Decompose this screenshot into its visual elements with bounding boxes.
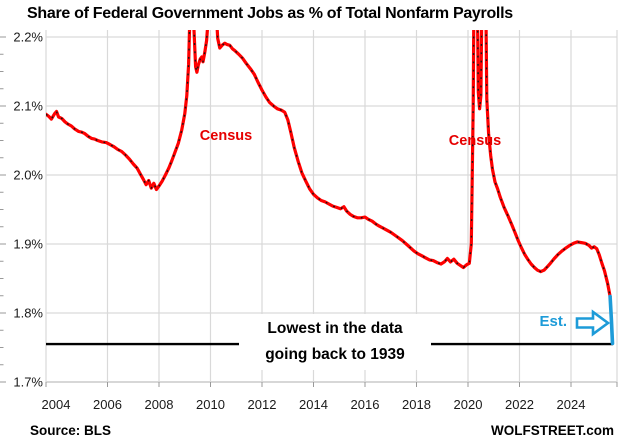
series-group	[46, 30, 615, 346]
x-tick-label: 2014	[299, 397, 328, 412]
source-label: Source: BLS	[30, 423, 112, 438]
estimate-right-arrow-icon	[575, 309, 611, 337]
brand-label: WOLFSTREET.com	[490, 423, 614, 438]
x-tick-label: 2024	[557, 397, 586, 412]
x-tick-label: 2016	[351, 397, 380, 412]
x-tick-label: 2022	[505, 397, 534, 412]
record-low-line1: Lowest in the data	[267, 320, 403, 337]
census-2010-annotation: Census	[199, 128, 253, 144]
y-tick-label: 1.9%	[13, 237, 43, 252]
axis-labels: 2.2% 2.1% 2.0% 1.9% 1.8% 1.7% 2004 2006 2008 2010…	[13, 30, 585, 413]
census-2020-annotation: Census	[448, 133, 502, 149]
y-tick-label: 2.0%	[13, 168, 43, 183]
x-tick-label: 2010	[196, 397, 225, 412]
x-tick-label: 2004	[42, 397, 71, 412]
x-tick-label: 2012	[248, 397, 277, 412]
federal-share-line-dash-overlay	[46, 30, 611, 297]
x-tick-label: 2006	[93, 397, 122, 412]
axis-ticks	[0, 36, 618, 387]
federal-share-line	[46, 30, 612, 298]
estimate-line	[608, 294, 615, 346]
y-tick-label: 2.2%	[13, 30, 43, 45]
y-tick-label: 2.1%	[13, 99, 43, 114]
y-tick-label: 1.7%	[13, 375, 43, 390]
y-tick-label: 1.8%	[13, 306, 43, 321]
record-low-annotation: Lowest in the data going back to 1939	[239, 314, 431, 370]
record-low-line2: going back to 1939	[265, 346, 405, 363]
estimate-label: Est.	[539, 313, 567, 330]
x-tick-label: 2008	[145, 397, 174, 412]
x-tick-label: 2020	[454, 397, 483, 412]
chart-title: Share of Federal Government Jobs as % of…	[27, 5, 513, 22]
x-tick-label: 2018	[402, 397, 431, 412]
